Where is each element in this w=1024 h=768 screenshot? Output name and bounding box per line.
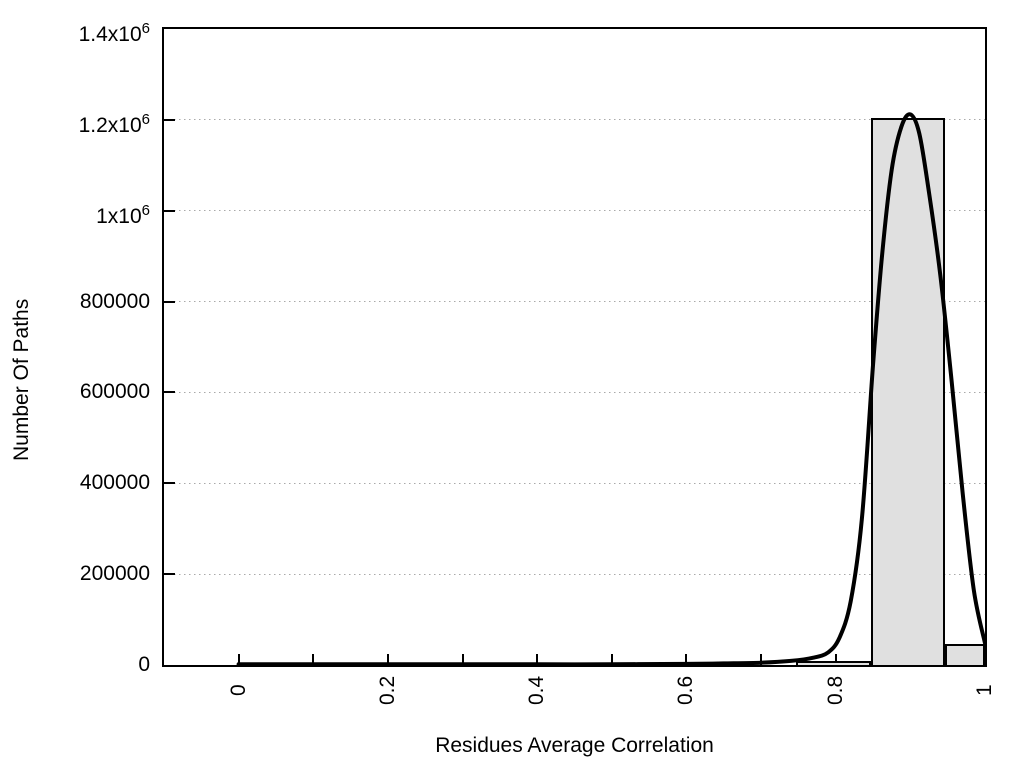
x-axis-title: Residues Average Correlation <box>435 734 714 757</box>
plot-area <box>162 27 987 667</box>
x-tick-label: 0 <box>226 684 250 696</box>
gridline <box>164 482 985 484</box>
histogram-bar <box>945 644 985 665</box>
y-tick-label: 800000 <box>79 289 150 313</box>
x-tick-label: 0.4 <box>525 675 549 705</box>
gridline <box>164 210 985 212</box>
x-tick-mark <box>536 654 539 665</box>
y-tick-label: 0 <box>138 653 150 676</box>
x-tick-label: 0.6 <box>674 675 698 705</box>
gridline <box>164 301 985 303</box>
gridline <box>164 573 985 575</box>
x-tick-mark <box>461 654 464 665</box>
fit-curve-path <box>236 112 985 665</box>
x-tick-mark <box>312 654 315 665</box>
x-tick-mark <box>984 654 986 665</box>
y-tick-mark <box>164 118 175 121</box>
gridline <box>164 391 985 393</box>
x-tick-label: 1 <box>973 684 996 696</box>
gridline <box>164 119 985 121</box>
y-tick-mark <box>164 209 175 212</box>
y-tick-label: 200000 <box>79 562 150 586</box>
y-tick-label: 600000 <box>79 380 150 404</box>
fit-curve <box>236 112 985 665</box>
x-tick-mark <box>760 654 763 665</box>
y-tick-mark <box>164 482 175 485</box>
x-tick-label: 0.2 <box>375 675 399 705</box>
y-tick-label: 1.2x106 <box>78 110 150 137</box>
histogram-bar <box>796 660 871 665</box>
y-tick-mark <box>164 573 175 576</box>
y-tick-label: 1.4x106 <box>78 20 150 46</box>
x-tick-label: 0.8 <box>823 675 847 705</box>
x-tick-mark <box>237 654 240 665</box>
y-tick-label: 1x106 <box>96 201 150 228</box>
x-tick-mark <box>685 654 688 665</box>
y-tick-mark <box>164 300 175 303</box>
x-tick-mark <box>386 654 389 665</box>
y-tick-mark <box>164 391 175 394</box>
x-tick-mark <box>610 654 613 665</box>
x-tick-mark <box>834 654 837 665</box>
y-tick-label: 400000 <box>79 471 150 495</box>
